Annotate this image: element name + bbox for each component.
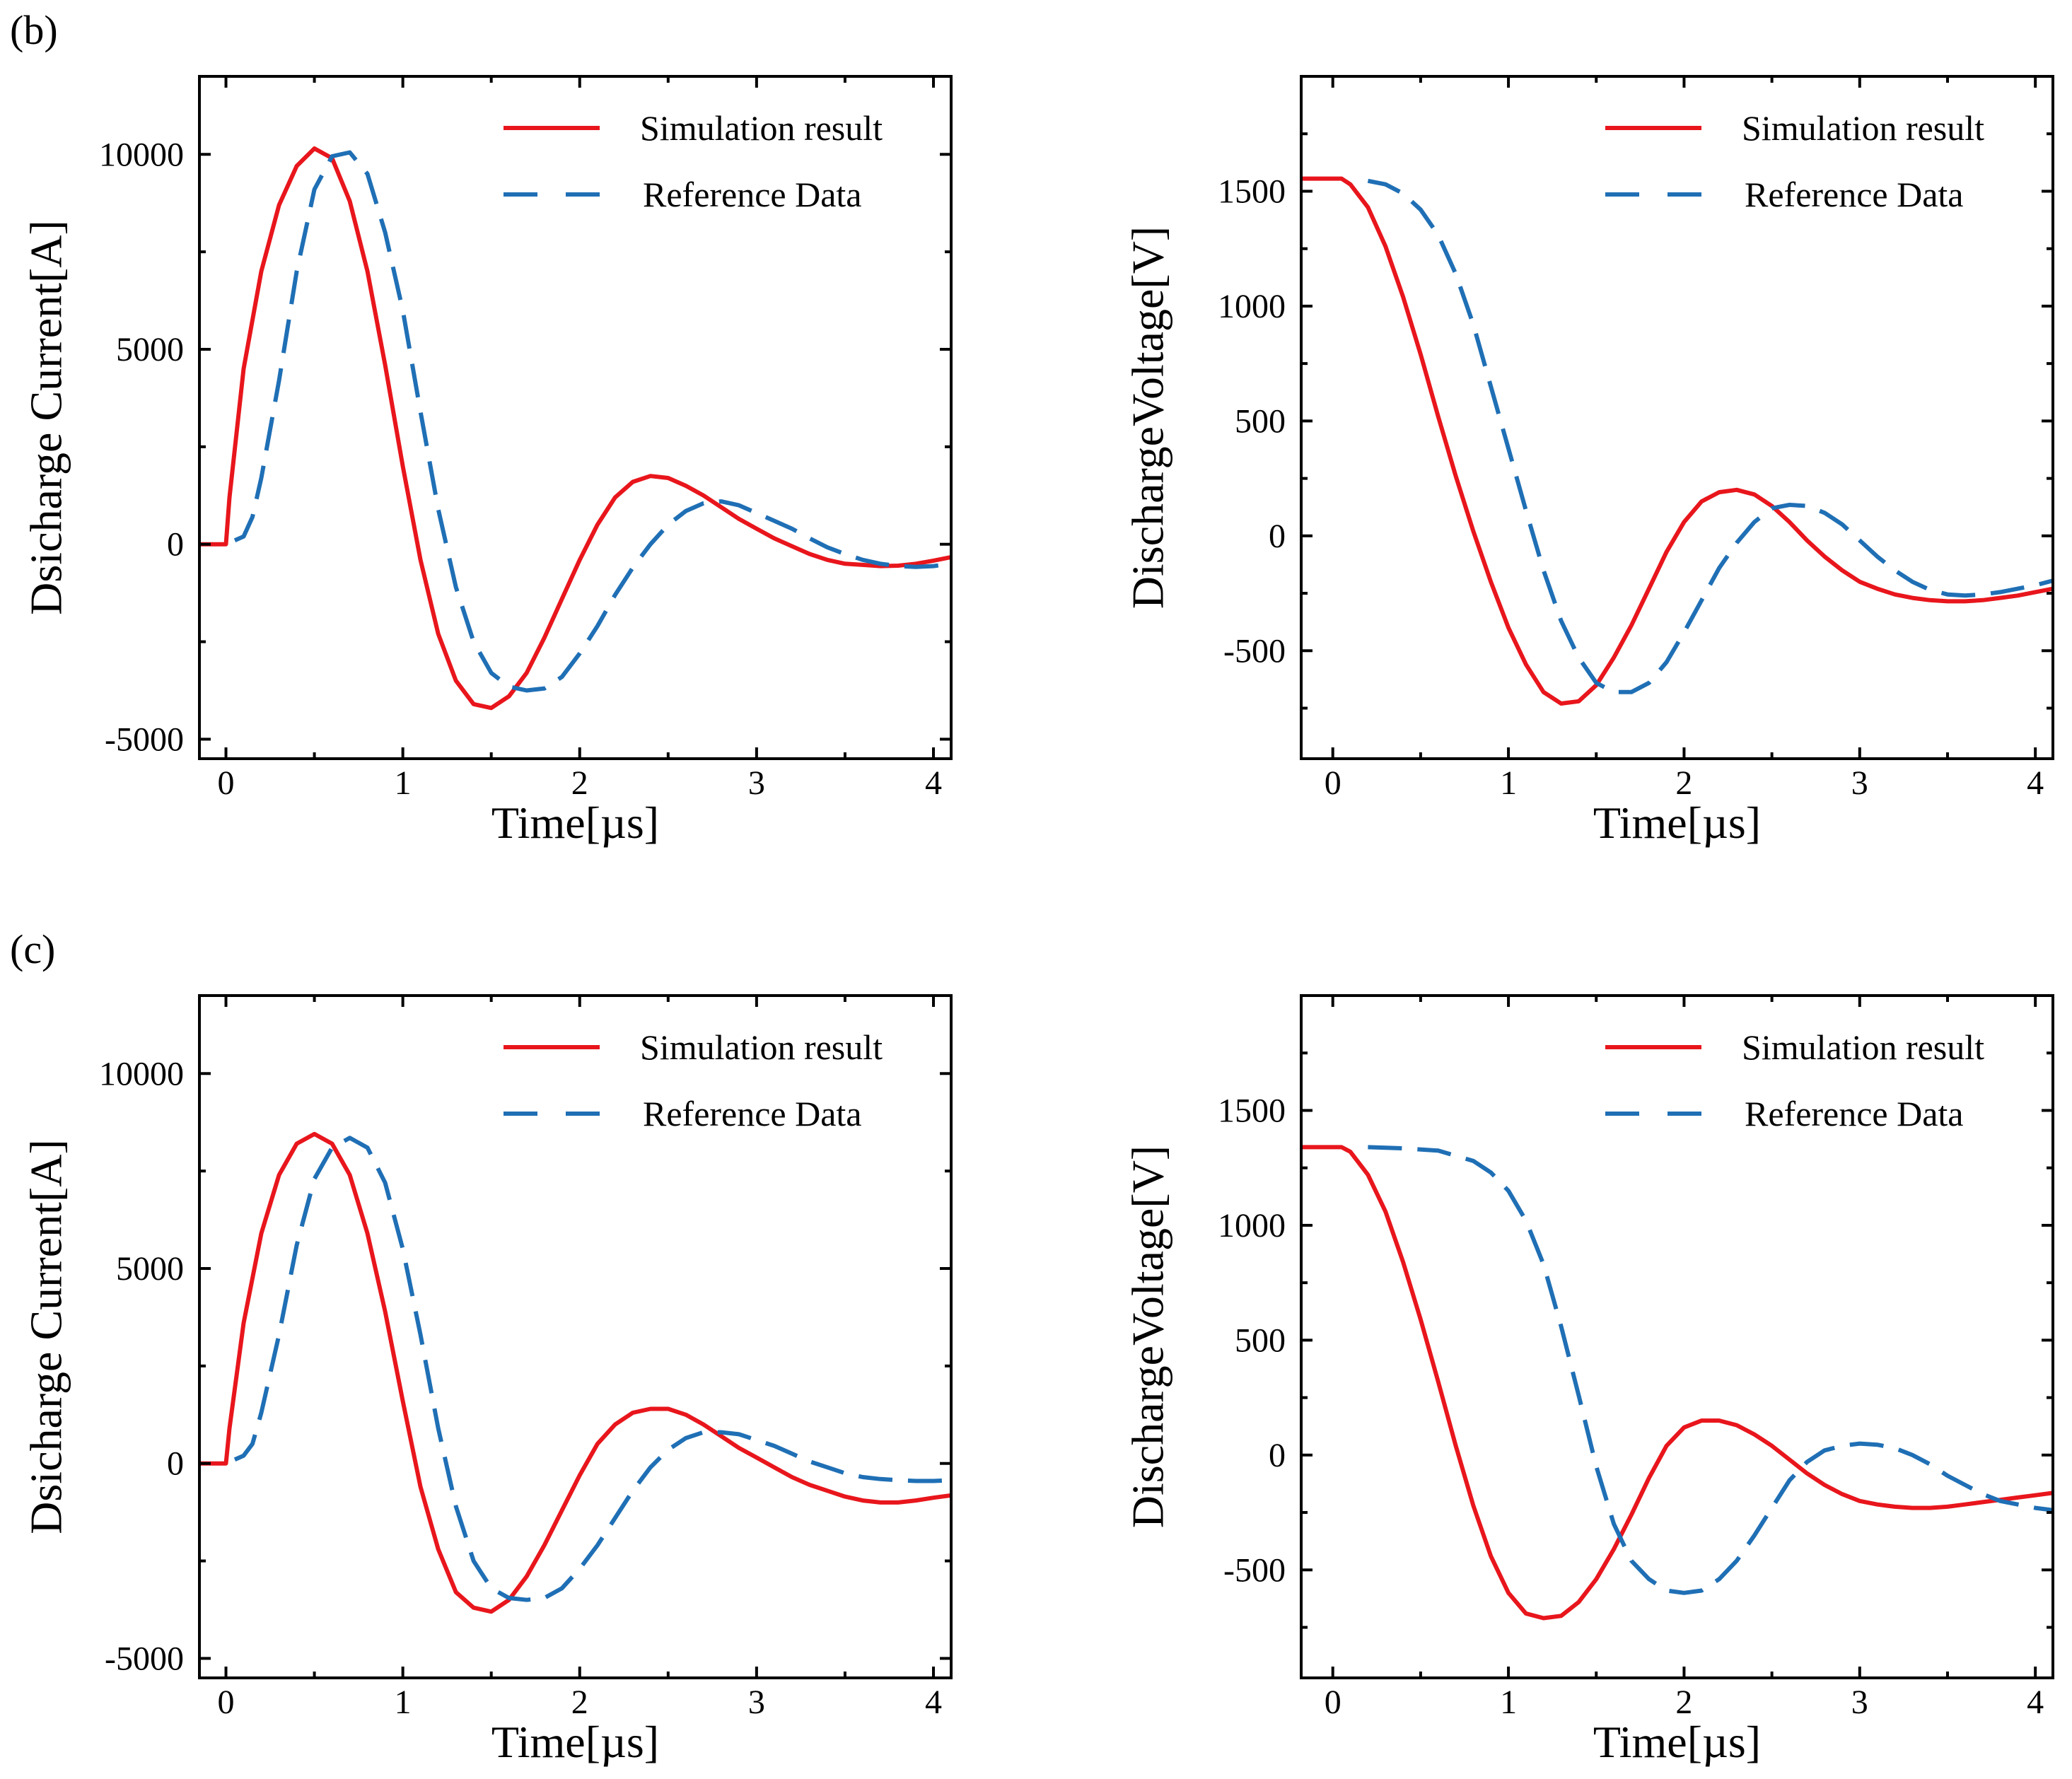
x-tick-label: 1: [395, 764, 412, 802]
y-axis-label: Dsicharge Current[A]: [21, 1139, 71, 1534]
x-tick-label: 0: [1325, 764, 1341, 802]
y-tick-label: 1000: [1218, 1207, 1286, 1244]
y-tick-label: -500: [1223, 1551, 1286, 1589]
legend: Simulation result Reference Data: [1605, 108, 1984, 214]
x-tick-label: 4: [925, 764, 942, 802]
x-tick-label: 4: [2027, 1684, 2044, 1721]
y-tick-label: 1500: [1218, 1092, 1286, 1129]
y-tick-label: 10000: [99, 136, 184, 173]
y-tick-label: 1000: [1218, 288, 1286, 325]
panel-label-b: (b): [10, 7, 58, 53]
legend-label: Simulation result: [640, 1027, 883, 1067]
plot-area: [1301, 176, 2053, 706]
y-axis-label: DischargeVoltage[V]: [1123, 1145, 1173, 1528]
simulation-result-line: [1301, 1145, 2053, 1621]
y-tick-label: 500: [1235, 402, 1286, 440]
y-tick-label: 0: [167, 526, 184, 564]
legend-label: Simulation result: [1742, 108, 1984, 148]
x-tick-label: 3: [748, 764, 765, 802]
x-tick-label: 4: [925, 1684, 942, 1721]
x-tick-label: 0: [218, 764, 235, 802]
legend: Simulation result Reference Data: [1605, 1027, 1984, 1133]
x-tick-label: 1: [1500, 764, 1517, 802]
plot-area: [199, 146, 951, 711]
y-tick-label: 1500: [1218, 173, 1286, 210]
x-axis-label: Time[µs]: [491, 1717, 659, 1767]
y-tick-label: 0: [1269, 1437, 1286, 1474]
simulation-result-line: [199, 146, 951, 711]
y-tick-label: -5000: [105, 1640, 184, 1677]
x-tick-label: 0: [218, 1684, 235, 1721]
y-tick-label: 0: [167, 1445, 184, 1483]
x-axis-label: Time[µs]: [1593, 798, 1761, 848]
panel-label-c: (c): [10, 926, 55, 972]
x-tick-label: 2: [571, 1684, 588, 1721]
reference-data-line: [1368, 1145, 2053, 1595]
legend-label: Reference Data: [643, 1094, 862, 1133]
x-tick-label: 4: [2027, 764, 2044, 802]
x-tick-label: 2: [1675, 1684, 1692, 1721]
legend-label: Simulation result: [1742, 1027, 1984, 1067]
legend-label: Reference Data: [1745, 1094, 1964, 1133]
y-tick-label: 500: [1235, 1322, 1286, 1359]
x-axis-label: Time[µs]: [1593, 1717, 1761, 1767]
x-tick-label: 3: [1851, 1684, 1868, 1721]
chart-c-current: 0 1 2 3 4 -5000 0 5000 10000 Time[µs] Dsicharge Cu…: [21, 994, 953, 1767]
x-axis-label: Time[µs]: [491, 798, 659, 848]
legend: Simulation result Reference Data: [504, 108, 883, 214]
plot-frame: [198, 75, 953, 760]
y-axis-label: Dsicharge Current[A]: [21, 220, 71, 615]
x-tick-label: 2: [1675, 764, 1692, 802]
y-axis-label: DischargeVoltage[V]: [1123, 226, 1173, 609]
simulation-result-line: [1301, 176, 2053, 706]
simulation-result-line: [199, 1131, 951, 1614]
y-tick-label: -500: [1223, 632, 1286, 670]
y-tick-label: 5000: [116, 331, 184, 368]
reference-data-line: [233, 150, 951, 693]
x-tick-label: 1: [1500, 1684, 1517, 1721]
y-tick-label: -5000: [105, 721, 184, 758]
chart-c-voltage: 0 1 2 3 4 -500 0 500 1000 1500 Time[µs] DischargeVo…: [1123, 994, 2054, 1767]
chart-b-voltage: 0 1 2 3 4 -500 0 500 1000 1500 Time[µs] DischargeVo…: [1123, 75, 2054, 848]
legend-label: Reference Data: [643, 175, 862, 214]
reference-data-line: [233, 1136, 951, 1602]
legend: Simulation result Reference Data: [504, 1027, 883, 1133]
x-tick-label: 0: [1325, 1684, 1341, 1721]
plot-frame: [198, 994, 953, 1679]
x-tick-label: 3: [1851, 764, 1868, 802]
y-tick-label: 5000: [116, 1250, 184, 1288]
legend-label: Simulation result: [640, 108, 883, 148]
legend-label: Reference Data: [1745, 175, 1964, 214]
reference-data-line: [1367, 178, 2053, 694]
plot-area: [1301, 1145, 2053, 1621]
plot-frame: [1300, 994, 2054, 1679]
x-tick-label: 2: [571, 764, 588, 802]
x-tick-label: 3: [748, 1684, 765, 1721]
plot-frame: [1300, 75, 2054, 760]
x-tick-label: 1: [395, 1684, 412, 1721]
chart-b-current: 0 1 2 3 4 -5000 0 5000 10000 Time[µs] Dsicharge Cu…: [21, 75, 953, 848]
plot-area: [199, 1131, 951, 1614]
y-tick-label: 10000: [99, 1055, 184, 1092]
y-tick-label: 0: [1269, 518, 1286, 555]
